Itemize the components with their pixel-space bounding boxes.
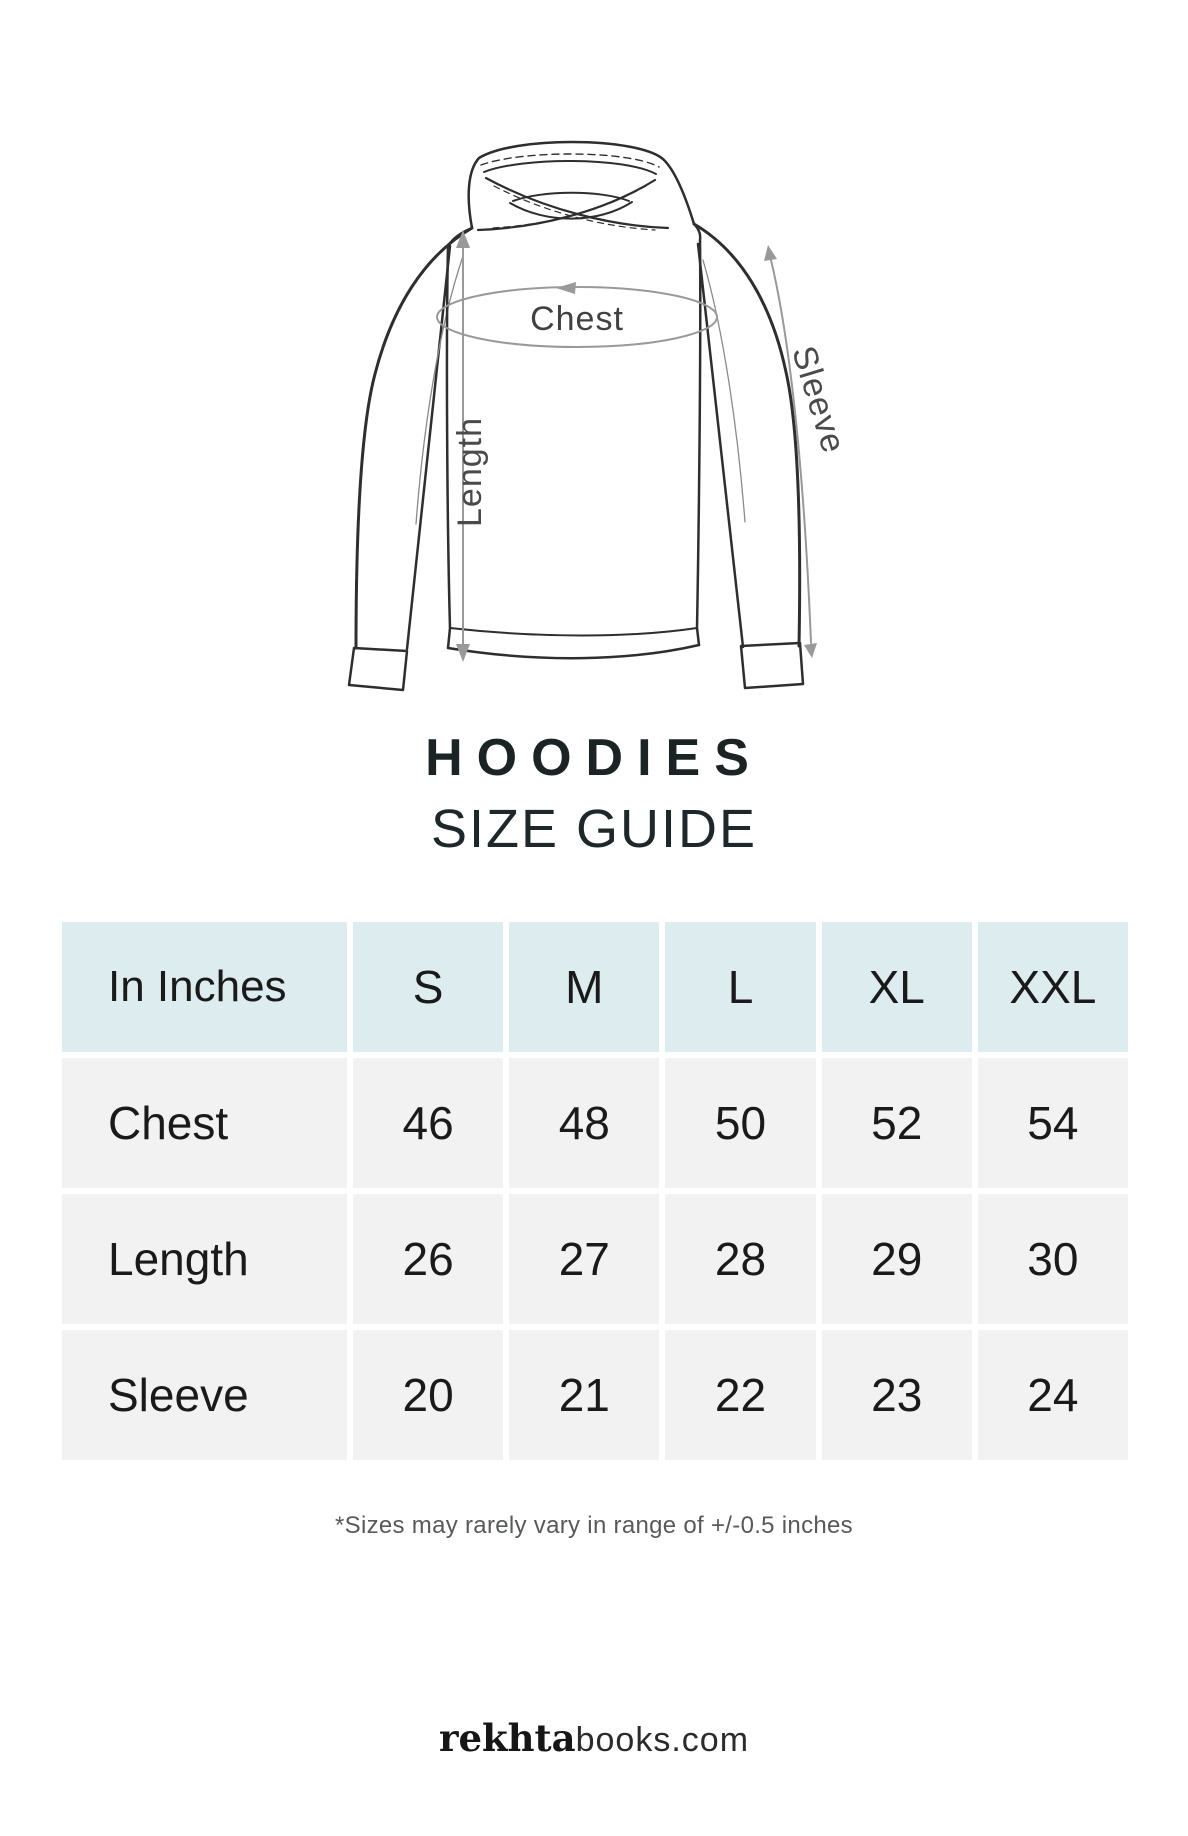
sleeve-value-s: 20 (353, 1330, 504, 1460)
hoodie-body (445, 222, 702, 660)
chest-value-s: 46 (353, 1058, 504, 1188)
table-header-xxl: XXL (977, 922, 1128, 1052)
row-label-length: Length (62, 1194, 347, 1324)
table-header-xl: XL (821, 922, 972, 1052)
measurement-annotations (436, 230, 817, 662)
chest-value-xl: 52 (821, 1058, 972, 1188)
chest-arrowhead-icon (556, 282, 576, 294)
chest-value-m: 48 (509, 1058, 660, 1188)
chest-value-xxl: 54 (977, 1058, 1128, 1188)
brand-logo-rekhta: rekhta (438, 1716, 576, 1760)
page-title: HOODIES (425, 729, 763, 787)
sleeve-value-l: 22 (665, 1330, 816, 1460)
sleeve-value-m: 21 (509, 1330, 660, 1460)
chest-label: Chest (530, 300, 624, 338)
size-disclaimer: *Sizes may rarely vary in range of +/-0.… (335, 1512, 853, 1539)
chest-value-l: 50 (665, 1058, 816, 1188)
page-subtitle: SIZE GUIDE (430, 799, 758, 859)
length-arrowhead-down-icon (456, 644, 470, 662)
sleeve-value-xxl: 24 (977, 1330, 1128, 1460)
length-value-m: 27 (509, 1194, 660, 1324)
size-table: In Inches S M L XL XXL Chest 46 48 50 52… (62, 922, 1128, 1460)
length-arrowhead-up-icon (456, 230, 470, 248)
length-value-l: 28 (665, 1194, 816, 1324)
brand-logo-books: books.com (575, 1721, 750, 1759)
sleeve-measure-arrow (770, 259, 812, 644)
table-header-unit: In Inches (62, 922, 347, 1052)
hoodie-diagram: Chest Length Sleeve (347, 140, 853, 692)
row-label-sleeve: Sleeve (62, 1330, 347, 1460)
right-sleeve (692, 222, 805, 690)
table-header-l: L (665, 922, 816, 1052)
row-label-chest: Chest (62, 1058, 347, 1188)
table-header-m: M (509, 922, 660, 1052)
table-header-s: S (353, 922, 504, 1052)
length-label: Length (451, 417, 489, 527)
chest-measure-ellipse (436, 286, 718, 348)
length-value-xl: 29 (821, 1194, 972, 1324)
sleeve-value-xl: 23 (821, 1330, 972, 1460)
length-value-xxl: 30 (977, 1194, 1128, 1324)
brand-logo: rekhtabooks.com (0, 1716, 1188, 1760)
sleeve-arrowhead-up-icon (764, 245, 777, 261)
sleeve-arrowhead-down-icon (804, 643, 817, 658)
hood (467, 140, 696, 232)
left-sleeve (347, 226, 474, 692)
length-value-s: 26 (353, 1194, 504, 1324)
